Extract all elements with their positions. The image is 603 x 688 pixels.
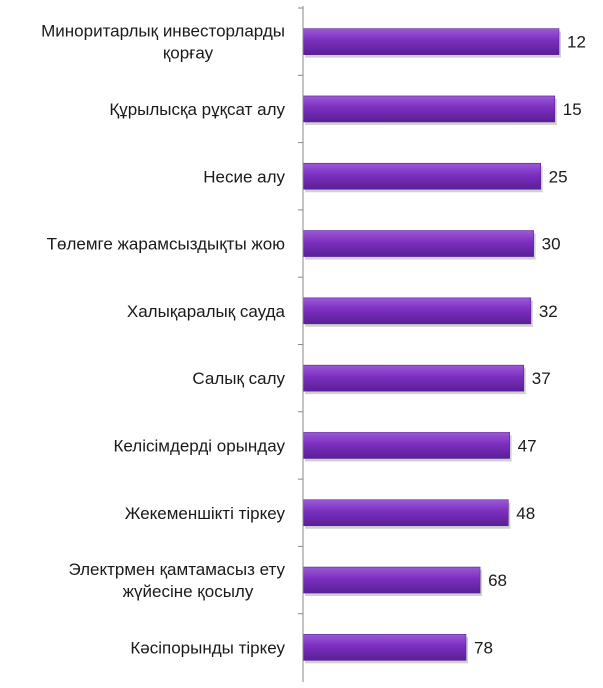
data-label: 37 [532, 369, 551, 388]
category-label: Кәсіпорынды тіркеу [130, 638, 285, 657]
category-label: Халықаралық сауда [127, 302, 286, 321]
category-labels: Миноритарлық инвесторларды қорғау Құрылысқ… [41, 22, 285, 658]
data-label: 30 [542, 235, 561, 254]
category-label: Төлемге жарамсыздықты жою [47, 235, 286, 254]
category-label: Келісімдерді орындау [113, 436, 285, 455]
category-label-line: Несие алу [203, 167, 285, 186]
data-label: 48 [516, 504, 535, 523]
category-label-line: Салық салу [192, 369, 285, 388]
category-label-line: Құрылысқа рұқсат алу [109, 100, 285, 119]
category-label-line: қорғау [163, 44, 214, 63]
category-label: Миноритарлық инвесторларды қорғау [41, 22, 285, 63]
data-label: 32 [539, 302, 558, 321]
category-label-line: Төлемге жарамсыздықты жою [47, 235, 286, 254]
category-label-line: Электрмен қамтамасыз ету [68, 560, 285, 579]
bars-layer [298, 7, 561, 664]
category-label-line: Келісімдерді орындау [113, 436, 285, 455]
category-label-line: Жекеменшікті тіркеу [125, 504, 286, 523]
category-label-line: Халықаралық сауда [127, 302, 286, 321]
data-label: 15 [563, 100, 582, 119]
data-label: 47 [518, 436, 537, 455]
bar [302, 28, 560, 55]
bar [302, 95, 556, 123]
category-label-line: Миноритарлық инвесторларды [41, 22, 285, 41]
category-label: Электрмен қамтамасыз ету жүйесіне қосылу [68, 560, 285, 601]
category-label: Несие алу [203, 167, 285, 186]
category-label: Жекеменшікті тіркеу [125, 504, 286, 523]
value-labels: 12 15 25 30 32 37 47 48 68 78 [474, 33, 586, 658]
bar [302, 499, 509, 527]
bar [302, 162, 541, 190]
category-label: Салық салу [192, 369, 285, 388]
bar [302, 566, 481, 594]
bar [302, 230, 534, 257]
data-label: 78 [474, 638, 493, 657]
bar [302, 432, 510, 459]
category-label: Құрылысқа рұқсат алу [109, 100, 285, 119]
data-label: 12 [567, 33, 586, 52]
category-label-line: Кәсіпорынды тіркеу [130, 638, 285, 657]
data-label: 25 [549, 167, 568, 186]
bar [302, 297, 532, 325]
bar [302, 634, 467, 661]
data-label: 68 [488, 571, 507, 590]
category-label-line: жүйесіне қосылу [123, 582, 254, 601]
bar [302, 364, 525, 392]
